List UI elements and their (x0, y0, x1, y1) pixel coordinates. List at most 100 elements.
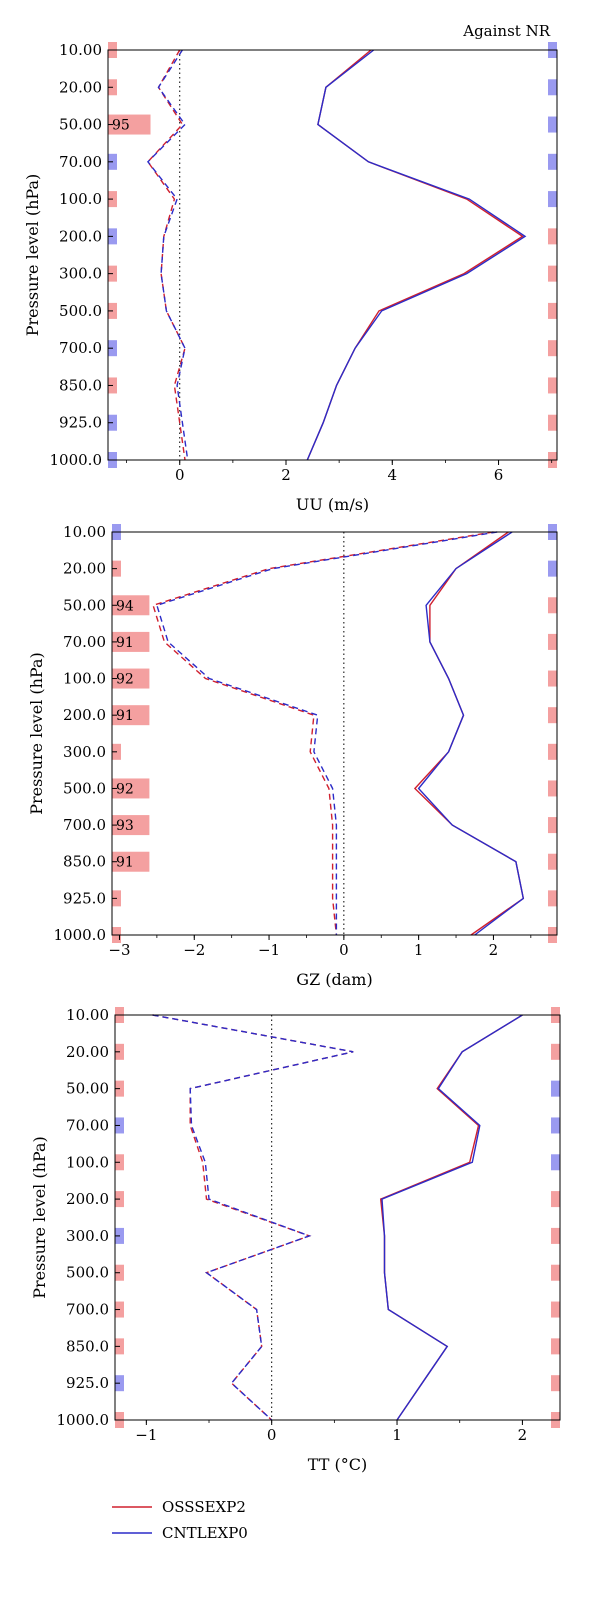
significance-bar (108, 114, 151, 135)
y-tick-label: 200.0 (63, 706, 106, 724)
right-marker (548, 153, 557, 170)
significance-label: 92 (116, 781, 134, 797)
x-tick-label: 4 (388, 466, 398, 484)
y-tick-label: 1000.0 (50, 451, 103, 469)
x-axis-label: TT (°C) (308, 1455, 367, 1474)
y-tick-label: 925.0 (63, 889, 106, 907)
y-tick-label: 925.0 (59, 414, 102, 432)
right-marker (551, 1043, 560, 1060)
right-marker (551, 1117, 560, 1134)
chart-panel-1: 95 10.00 20.00 50.00 70.00 100.0 200.0 300.0 500… (23, 41, 558, 514)
y-tick-label: 500.0 (59, 302, 102, 320)
right-marker (548, 377, 557, 394)
plot-frame (114, 1014, 561, 1421)
right-marker (548, 853, 557, 870)
right-marker (548, 817, 557, 834)
y-tick-label: 10.00 (66, 1006, 109, 1024)
significance-label: 91 (116, 635, 134, 651)
x-tick-label: −1 (135, 1426, 157, 1444)
significance-bar (112, 705, 150, 726)
y-tick-label: 100.0 (63, 670, 106, 688)
x-tick-label: 2 (518, 1426, 528, 1444)
right-marker (551, 1154, 560, 1171)
y-axis-label: Pressure level (hPa) (27, 652, 46, 814)
right-marker (548, 633, 557, 650)
y-tick-label: 10.00 (63, 523, 106, 541)
significance-bar (112, 778, 150, 799)
x-tick-label: 6 (494, 466, 504, 484)
right-marker (548, 780, 557, 797)
right-marker (548, 340, 557, 357)
right-marker (548, 670, 557, 687)
significance-bar (112, 595, 150, 616)
series-line-cntlexp0-std (417, 531, 525, 936)
significance-label: 93 (116, 818, 134, 834)
x-tick-label: 1 (414, 941, 424, 959)
right-marker (548, 228, 557, 245)
right-marker (548, 560, 557, 577)
significance-label: 92 (116, 672, 134, 688)
y-tick-label: 700.0 (59, 339, 102, 357)
y-tick-label: 100.0 (59, 190, 102, 208)
series-line-cntlexp0-bias (156, 531, 498, 935)
legend: OSSSEXP2 CNTLEXP0 (112, 1498, 248, 1542)
right-marker (551, 1080, 560, 1097)
right-marker (548, 302, 557, 319)
right-marker (548, 191, 557, 208)
y-tick-label: 50.00 (66, 1080, 109, 1098)
series-line-osssexp2-bias (152, 1014, 354, 1421)
right-marker (551, 1338, 560, 1355)
significance-bar (112, 631, 150, 652)
series-line-osssexp2-std (413, 531, 525, 936)
right-marker (551, 1301, 560, 1318)
y-tick-label: 500.0 (66, 1264, 109, 1282)
legend-label: CNTLEXP0 (162, 1524, 248, 1542)
x-tick-label: 0 (339, 941, 349, 959)
x-axis-label: UU (m/s) (296, 495, 369, 514)
plot-frame (111, 531, 558, 936)
right-marker (548, 265, 557, 282)
y-tick-label: 850.0 (59, 376, 102, 394)
y-tick-label: 300.0 (63, 743, 106, 761)
right-marker (551, 1375, 560, 1392)
series-line-osssexp2-std (379, 1014, 523, 1421)
significance-bar (112, 851, 150, 872)
x-tick-label: 0 (175, 466, 185, 484)
y-tick-label: 50.00 (59, 116, 102, 134)
y-axis-label: Pressure level (hPa) (23, 174, 42, 336)
right-marker (551, 1264, 560, 1281)
series-line-osssexp2-bias (152, 531, 494, 936)
significance-bar (112, 815, 150, 836)
y-tick-label: 20.00 (59, 78, 102, 96)
chart-panel-3: 10.00 20.00 50.00 70.00 100.0 200.0 300.0 500.0… (30, 1006, 561, 1474)
series-line-osssexp2-std (306, 49, 524, 461)
y-tick-label: 200.0 (66, 1190, 109, 1208)
right-marker (548, 707, 557, 724)
right-marker (551, 1227, 560, 1244)
y-tick-label: 70.00 (59, 153, 102, 171)
y-tick-label: 50.00 (63, 596, 106, 614)
x-axis-label: GZ (dam) (296, 970, 372, 989)
right-marker (548, 597, 557, 614)
right-marker (548, 743, 557, 760)
series-line-cntlexp0-std (381, 1014, 523, 1421)
x-tick-label: 0 (267, 1426, 277, 1444)
y-tick-label: 850.0 (66, 1337, 109, 1355)
right-marker (548, 79, 557, 96)
y-tick-label: 100.0 (66, 1153, 109, 1171)
right-marker (548, 116, 557, 133)
x-tick-label: −3 (108, 941, 130, 959)
right-marker (551, 1191, 560, 1208)
y-tick-label: 10.00 (59, 41, 102, 59)
y-tick-label: 500.0 (63, 779, 106, 797)
y-tick-label: 700.0 (66, 1301, 109, 1319)
significance-label: 95 (112, 118, 130, 134)
y-tick-label: 925.0 (66, 1374, 109, 1392)
series-line-cntlexp0-bias (146, 49, 189, 461)
right-marker (548, 414, 557, 431)
y-tick-label: 20.00 (66, 1043, 109, 1061)
x-tick-label: 2 (281, 466, 291, 484)
series-line-cntlexp0-bias (152, 1014, 354, 1421)
plot-frame (107, 49, 558, 461)
